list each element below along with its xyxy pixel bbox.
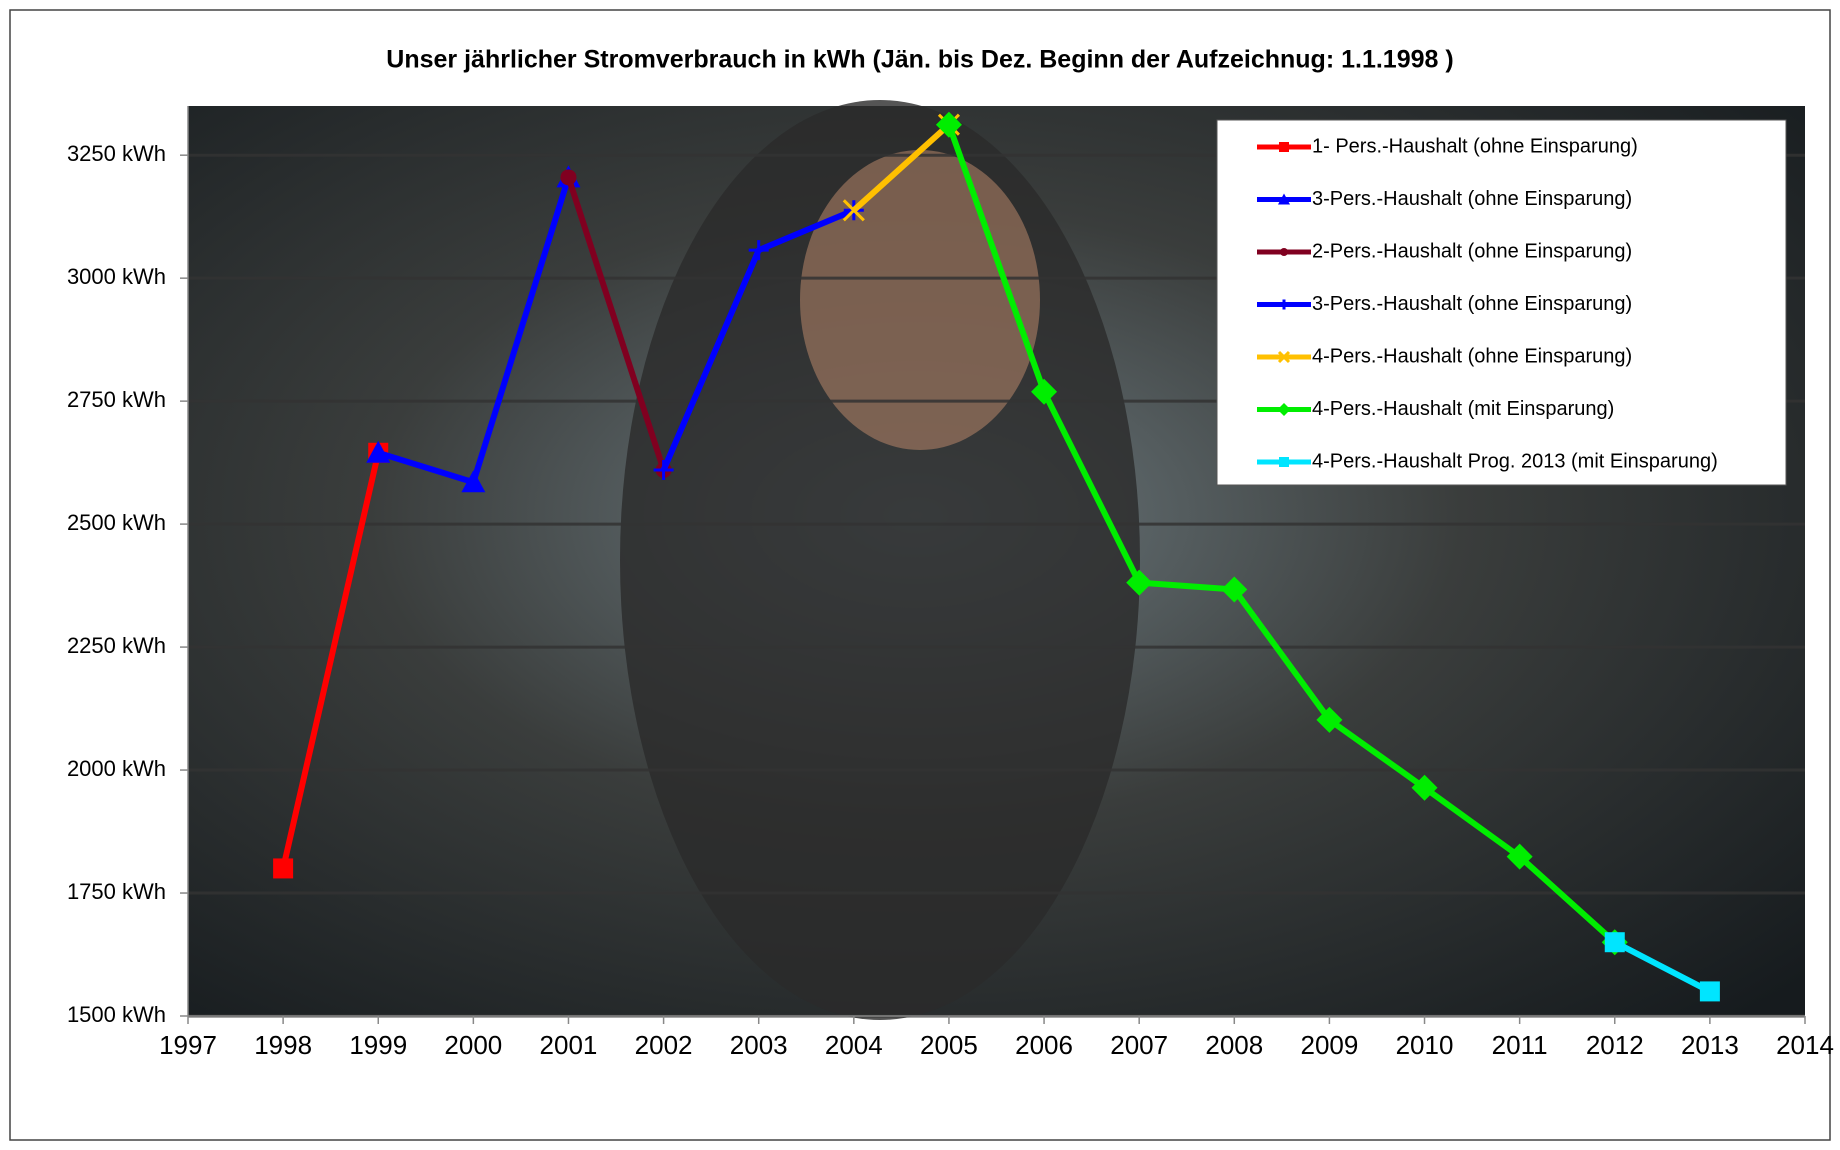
x-tick-label: 2007 (1110, 1030, 1168, 1060)
legend-label: 4-Pers.-Haushalt (ohne Einsparung) (1312, 345, 1632, 367)
data-point (1604, 932, 1625, 953)
x-tick-label: 2009 (1300, 1030, 1358, 1060)
legend-label: 4-Pers.-Haushalt (mit Einsparung) (1312, 398, 1614, 420)
data-point (560, 169, 577, 186)
data-point (653, 460, 674, 480)
data-point (366, 440, 391, 463)
x-tick-label: 2005 (920, 1030, 978, 1060)
x-tick-label: 2004 (825, 1030, 883, 1060)
data-point (1506, 843, 1533, 870)
x-tick-label: 2010 (1396, 1030, 1454, 1060)
series-line (565, 176, 667, 471)
legend-marker (1279, 457, 1289, 467)
x-tick-label: 2002 (635, 1030, 693, 1060)
y-tick-label: 2500 kWh (67, 510, 166, 535)
legend-marker (1277, 403, 1291, 416)
legend-marker (1277, 350, 1291, 364)
x-tick-label: 2008 (1205, 1030, 1263, 1060)
legend-marker (1280, 248, 1288, 256)
data-point (1411, 774, 1438, 801)
x-tick-label: 2011 (1492, 1030, 1548, 1060)
legend-label: 3-Pers.-Haushalt (ohne Einsparung) (1312, 188, 1632, 210)
data-point (1031, 378, 1058, 405)
series-line (851, 122, 951, 213)
data-point (1699, 981, 1720, 1002)
x-tick-label: 2014 (1776, 1030, 1834, 1060)
x-tick-label: 2006 (1015, 1030, 1073, 1060)
x-tick-label: 1998 (254, 1030, 312, 1060)
y-tick-label: 3000 kWh (67, 264, 166, 289)
x-tick-label: 1997 (159, 1030, 217, 1060)
legend-marker (1278, 193, 1290, 205)
legend-label: 4-Pers.-Haushalt Prog. 2013 (mit Einspar… (1312, 450, 1718, 472)
background-figure (800, 150, 1040, 450)
y-tick-label: 3250 kWh (67, 141, 166, 166)
data-point (842, 199, 865, 222)
legend-box (1216, 119, 1787, 486)
data-point (1316, 706, 1343, 733)
x-tick-label: 1999 (349, 1030, 407, 1060)
x-tick-label: 2003 (730, 1030, 788, 1060)
series-line (280, 452, 382, 870)
data-point (1126, 569, 1153, 596)
y-tick-label: 2750 kWh (67, 387, 166, 412)
legend-marker (1279, 299, 1289, 310)
x-tick-label: 2012 (1586, 1030, 1644, 1060)
x-tick-label: 2001 (540, 1030, 598, 1060)
legend-label: 1- Pers.-Haushalt (ohne Einsparung) (1312, 135, 1638, 157)
data-point (748, 240, 769, 261)
data-point (935, 111, 962, 138)
y-tick-label: 1750 kWh (67, 879, 166, 904)
x-tick-label: 2000 (444, 1030, 502, 1060)
y-tick-label: 2000 kWh (67, 756, 166, 781)
series-line (946, 123, 1617, 945)
chart-title: Unser jährlicher Stromverbrauch in kWh (… (386, 46, 1453, 74)
x-tick-label: 2013 (1681, 1030, 1739, 1060)
data-point (1221, 576, 1248, 603)
legend-marker (1279, 142, 1289, 152)
data-point (461, 470, 486, 493)
y-tick-label: 2250 kWh (67, 633, 166, 658)
legend-label: 2-Pers.-Haushalt (ohne Einsparung) (1312, 240, 1632, 262)
legend-label: 3-Pers.-Haushalt (ohne Einsparung) (1312, 293, 1632, 315)
y-tick-label: 1500 kWh (67, 1002, 166, 1027)
data-point (273, 858, 294, 879)
series-line (1613, 939, 1712, 995)
